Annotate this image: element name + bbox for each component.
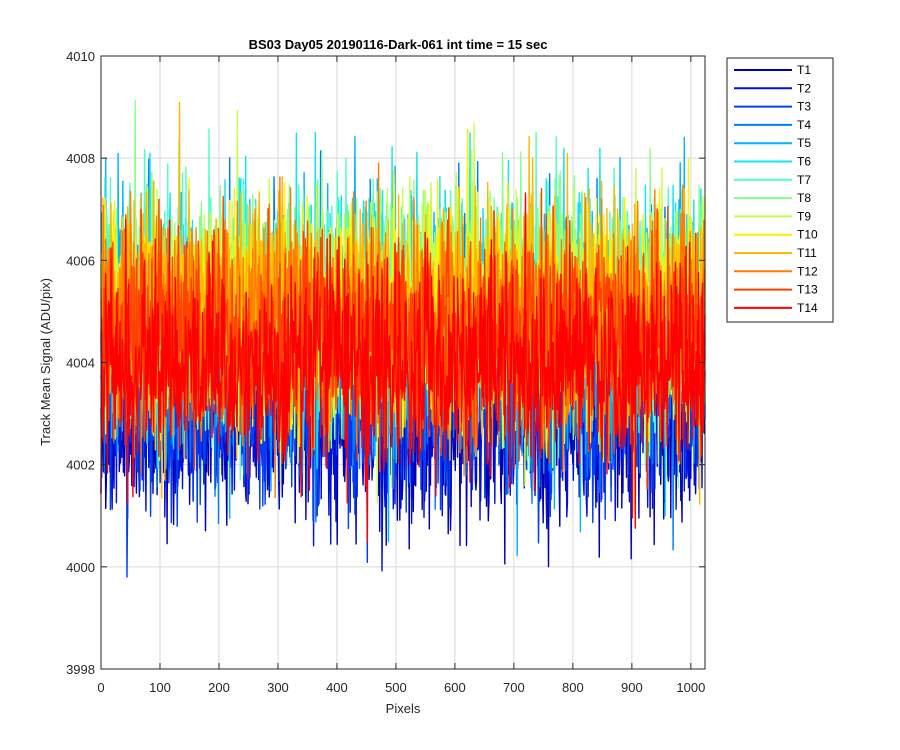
legend-label: T6 [797,155,811,169]
series-lines [100,99,706,578]
legend-item: T8 [734,191,811,205]
legend-item: T12 [734,264,818,278]
legend-label: T7 [797,173,811,187]
legend-item: T10 [734,228,818,242]
legend-item: T5 [734,136,811,150]
chart-title: BS03 Day05 20190116-Dark-061 int time = … [249,37,548,52]
legend-item: T7 [734,173,811,187]
legend-item: T11 [734,246,817,260]
y-axis-label: Track Mean Signal (ADU/pix) [38,278,53,446]
legend-label: T4 [797,118,811,132]
legend-item: T13 [734,283,818,297]
legend-item: T9 [734,209,811,223]
legend: T1 T2 T3 T4 T5 T6 T7 T8 T9 T10 T11 T12 T13 T14 [726,57,834,323]
legend-label: T3 [797,100,811,114]
legend-label: T11 [797,246,817,260]
legend-label: T2 [797,81,811,95]
x-tick-label: 800 [562,680,584,695]
x-tick-label: 0 [97,680,104,695]
y-tick-label: 4006 [66,253,95,268]
legend-box [726,57,834,323]
x-tick-label: 300 [267,680,289,695]
legend-item: T6 [734,155,811,169]
x-tick-label: 100 [149,680,171,695]
y-tick-label: 3998 [66,662,95,677]
x-tick-label: 200 [208,680,230,695]
x-tick-label: 400 [326,680,348,695]
legend-item: T3 [734,100,811,114]
legend-label: T12 [797,264,818,278]
x-tick-label: 700 [503,680,525,695]
legend-item: T2 [734,81,811,95]
y-tick-label: 4010 [66,49,95,64]
series-line-t14 [100,192,706,543]
x-tick-label: 1000 [676,680,705,695]
legend-label: T13 [797,283,818,297]
legend-label: T10 [797,228,818,242]
x-tick-label: 600 [444,680,466,695]
legend-item: T14 [734,301,818,315]
legend-label: T5 [797,136,811,150]
x-tick-label: 900 [621,680,643,695]
legend-label: T8 [797,191,811,205]
legend-item: T4 [734,118,811,132]
ticks: 0 100 200 300 400 500 600 700 800 900 1000 3998 4000… [66,49,705,695]
legend-item: T1 [734,63,811,77]
x-tick-label: 500 [385,680,407,695]
plot-area: 0 100 200 300 400 500 600 700 800 900 1000 3998 4000… [66,49,706,695]
legend-label: T9 [797,209,811,223]
y-tick-label: 4008 [66,151,95,166]
y-tick-label: 4004 [66,356,95,371]
legend-label: T1 [797,63,811,77]
y-tick-label: 4000 [66,560,95,575]
x-axis-label: Pixels [386,701,421,716]
legend-label: T14 [797,301,818,315]
y-tick-label: 4002 [66,458,95,473]
